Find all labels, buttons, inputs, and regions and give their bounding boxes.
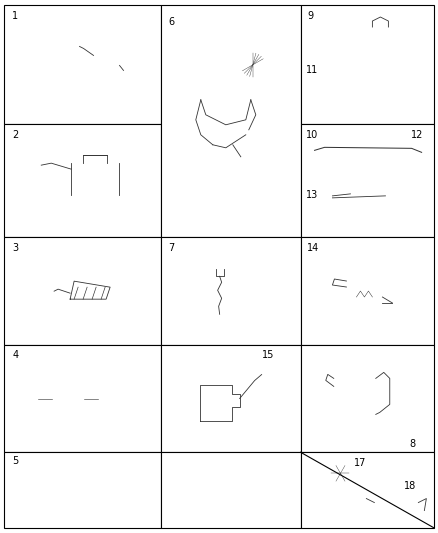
Bar bbox=[161, 452, 300, 528]
Text: 6: 6 bbox=[168, 17, 174, 27]
Bar bbox=[161, 345, 300, 452]
Text: 9: 9 bbox=[307, 11, 313, 21]
Bar bbox=[300, 452, 434, 528]
Text: 13: 13 bbox=[306, 190, 318, 200]
Bar bbox=[378, 83, 385, 95]
Text: 10: 10 bbox=[306, 130, 318, 140]
Bar bbox=[368, 83, 374, 95]
Bar bbox=[362, 152, 370, 158]
Text: 2: 2 bbox=[12, 130, 18, 140]
Bar bbox=[362, 77, 399, 99]
Bar bbox=[350, 190, 372, 208]
Bar bbox=[385, 29, 390, 39]
Text: 1: 1 bbox=[12, 11, 18, 21]
Bar bbox=[380, 519, 390, 524]
Bar bbox=[377, 152, 385, 158]
Bar bbox=[402, 152, 410, 158]
Bar bbox=[161, 5, 300, 238]
Bar bbox=[4, 345, 161, 452]
Text: 17: 17 bbox=[354, 458, 366, 469]
Bar bbox=[343, 152, 351, 158]
Text: 14: 14 bbox=[307, 243, 319, 253]
Bar bbox=[4, 124, 161, 238]
Bar bbox=[364, 29, 371, 39]
Text: 11: 11 bbox=[306, 65, 318, 75]
Text: 4: 4 bbox=[12, 350, 18, 360]
Bar bbox=[300, 124, 434, 238]
Bar bbox=[391, 152, 399, 158]
Bar bbox=[4, 452, 161, 528]
Bar bbox=[350, 277, 378, 305]
Text: 8: 8 bbox=[410, 439, 416, 449]
Text: 7: 7 bbox=[168, 243, 174, 253]
Text: 15: 15 bbox=[261, 350, 274, 360]
Text: 3: 3 bbox=[12, 243, 18, 253]
Bar bbox=[374, 29, 380, 39]
Bar bbox=[346, 267, 382, 311]
Bar bbox=[394, 29, 400, 39]
Bar bbox=[374, 497, 418, 519]
Bar bbox=[336, 483, 344, 491]
Bar bbox=[394, 519, 404, 524]
Bar bbox=[358, 25, 403, 43]
Bar bbox=[408, 519, 418, 524]
Bar bbox=[4, 5, 161, 124]
Bar bbox=[161, 238, 300, 345]
Bar bbox=[389, 83, 394, 95]
Text: 18: 18 bbox=[404, 481, 417, 491]
Bar bbox=[300, 5, 434, 124]
Text: 12: 12 bbox=[411, 130, 424, 140]
Bar bbox=[300, 345, 434, 452]
Bar bbox=[300, 238, 434, 345]
Bar bbox=[4, 238, 161, 345]
Bar bbox=[374, 99, 386, 107]
Bar bbox=[334, 376, 376, 414]
Bar bbox=[336, 455, 344, 463]
Bar bbox=[327, 152, 335, 158]
Text: 5: 5 bbox=[12, 456, 18, 466]
